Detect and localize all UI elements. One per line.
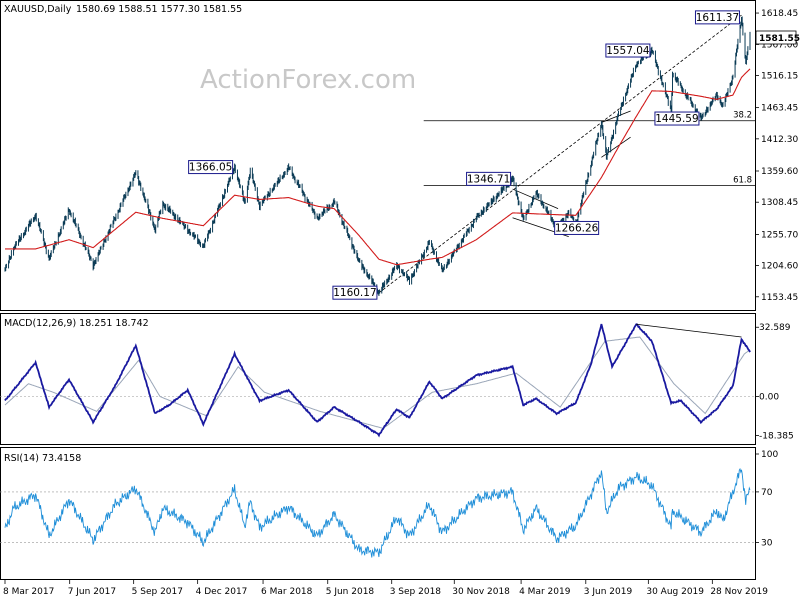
current-price-tag-group: 1581.55 [755,30,800,45]
x-axis-tick-label: 4 Mar 2019 [519,587,571,597]
rsi-title: RSI(14) 73.4158 [4,453,81,464]
fib-level-label: 61.8 [733,175,752,185]
x-axis-tick-label: 3 Jun 2019 [584,587,633,597]
macd-y-axis: 32.589 0.00 -18.385 [755,323,794,442]
price-y-tick-label: 1618.45 [761,9,798,19]
macd-panel-frame [0,313,756,445]
price-annotation-label: 1445.59 [655,113,698,125]
price-annotation-label: 1557.04 [606,45,650,57]
rsi-line [4,467,751,558]
price-y-axis: 1618.45 1567.00 1516.15 1463.45 1412.30 1359.… [755,9,798,303]
price-annotation-box [188,160,234,175]
x-axis-tick-label: 30 Nov 2018 [452,587,510,597]
x-axis-tick-label: 30 Aug 2019 [646,587,704,597]
rsi-y-tick-label: 30 [761,538,773,548]
price-annotation-label: 1160.17 [333,287,376,299]
macd-signal-line [4,336,751,429]
price-annotations: 1366.05 1160.17 1346.71 1266.26 1557.04 1445.… [188,10,740,300]
price-annotation-label: 1266.26 [555,222,599,234]
ema-line [5,68,751,266]
price-series [4,16,751,296]
price-y-tick-label: 1567.00 [761,40,798,50]
price-y-tick-label: 1359.60 [761,167,798,177]
price-annotation-label: 1611.37 [696,12,739,24]
price-annotation-label: 1366.05 [189,162,232,174]
watermark: ActionForex.com [200,65,416,95]
rsi-panel: 100 70 30 RSI(14) 73.4158 [0,447,778,580]
rsi-y-tick-label: 100 [761,450,778,460]
rsi-y-axis: 100 70 30 [755,450,778,548]
price-y-tick-label: 1255.70 [761,230,798,240]
rsi-panel-frame [0,447,756,580]
price-y-tick-label: 1463.45 [761,104,798,114]
price-annotation-label: 1346.71 [467,173,510,185]
x-axis-tick-label: 7 Jun 2017 [68,587,116,597]
macd-y-tick-label: 32.589 [759,323,791,333]
price-y-tick-label: 1204.60 [761,262,798,272]
price-y-tick-label: 1516.15 [761,71,798,81]
x-axis-tick-label: 5 Jun 2018 [326,587,375,597]
rsi-series [4,467,751,558]
trendline [601,110,631,123]
price-annotation-box [554,220,600,235]
x-axis-tick-label: 28 Nov 2019 [710,587,768,597]
trendline [512,188,559,209]
chart-ohlc: 1580.69 1588.51 1577.30 1581.55 [76,4,242,15]
macd-y-tick-label: 0.00 [759,393,779,403]
macd-y-tick-label: -18.385 [759,432,794,442]
macd-line [4,323,751,438]
price-annotation-box [654,111,700,126]
price-annotation-box [605,43,651,58]
price-y-tick-label: 1412.30 [761,135,798,145]
trendline [378,14,742,294]
x-axis-tick-label: 4 Dec 2017 [196,587,248,597]
fib-level-label: 38.2 [733,111,752,121]
x-axis-tick-label: 6 Mar 2018 [261,587,313,597]
price-annotation-box [466,171,512,186]
macd-trendline [636,323,742,338]
chart-symbol: XAUUSD,Daily [4,4,72,15]
price-y-tick-label: 1153.45 [761,293,798,303]
x-axis-tick-label: 5 Sep 2017 [132,587,183,597]
rsi-y-tick-label: 70 [761,488,773,498]
rsi-grid [0,491,755,543]
x-axis: 8 Mar 2017 7 Jun 2017 5 Sep 2017 4 Dec 2017… [3,580,768,597]
current-price-tag [755,30,797,45]
x-axis-tick-label: 8 Mar 2017 [3,587,54,597]
price-annotation-box [694,10,740,25]
macd-title: MACD(12,26,9) 18.251 18.742 [4,318,149,329]
price-panel: 1618.45 1567.00 1516.15 1463.45 1412.30 1359.… [0,0,800,311]
x-axis-tick-label: 3 Sep 2018 [390,587,442,597]
current-price-value: 1581.55 [759,34,800,44]
price-y-tick-label: 1308.45 [761,198,798,208]
price-annotation-box [332,285,378,300]
macd-panel: 32.589 0.00 -18.385 MACD(12,26,9) 18.251 1… [0,313,794,445]
macd-series [4,323,751,438]
ema-line-path [5,68,751,266]
